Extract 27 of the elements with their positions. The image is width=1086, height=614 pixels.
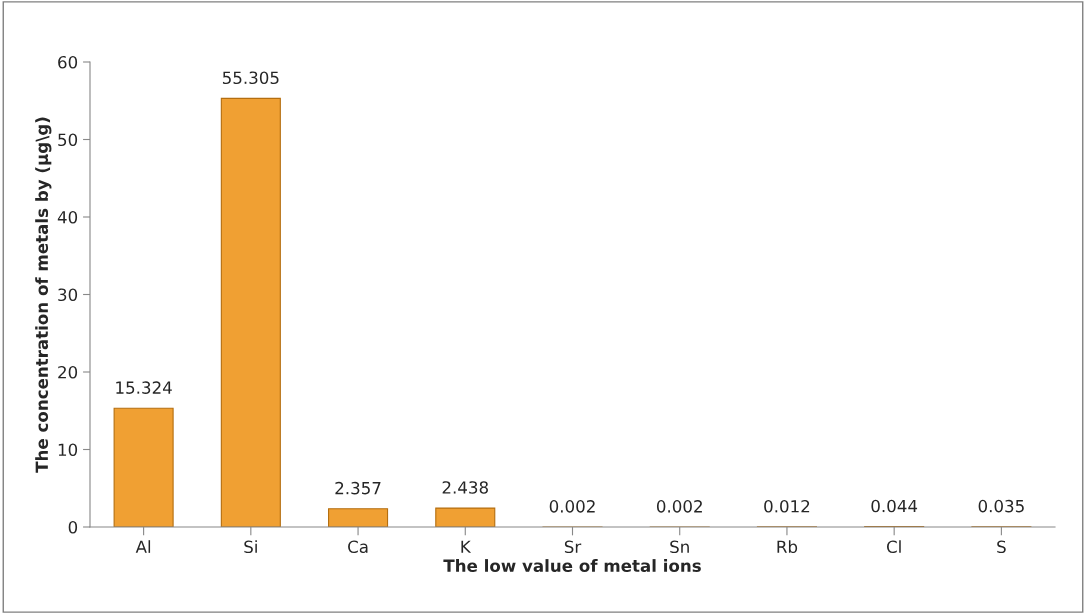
x-tick-label: Sn (670, 540, 689, 554)
y-tick-label: 50 (58, 133, 78, 147)
data-label: 0.002 (656, 500, 702, 513)
data-label: 0.012 (764, 499, 810, 513)
y-tick-label: 10 (58, 443, 78, 457)
data-label: 2.438 (442, 481, 488, 494)
data-label: 0.044 (871, 499, 918, 513)
data-label: 15.324 (116, 381, 172, 394)
x-tick-label: Sr (564, 540, 582, 554)
data-label: 0.002 (549, 500, 595, 513)
x-tick-label: S (997, 540, 1006, 554)
x-tick-label: Rb (777, 540, 798, 554)
data-label: 2.357 (335, 481, 381, 495)
data-label: 55.305 (222, 71, 279, 85)
x-tick-label: Al (135, 540, 151, 553)
y-tick-label: 20 (58, 365, 78, 379)
x-axis-title: The low value of metal ions (443, 559, 701, 572)
y-tick-label: 60 (58, 55, 78, 69)
x-tick-label: Cl (886, 540, 901, 554)
data-label: 0.035 (978, 499, 1024, 513)
y-tick-label: 0 (68, 520, 78, 534)
y-tick-label: 40 (57, 210, 78, 224)
y-axis-title: The concentration of metals by (µg\g) (35, 117, 52, 473)
x-tick-label: Si (244, 540, 257, 554)
y-tick-label: 30 (58, 288, 78, 302)
x-tick-label: K (461, 540, 472, 553)
x-tick-label: Ca (348, 540, 368, 554)
